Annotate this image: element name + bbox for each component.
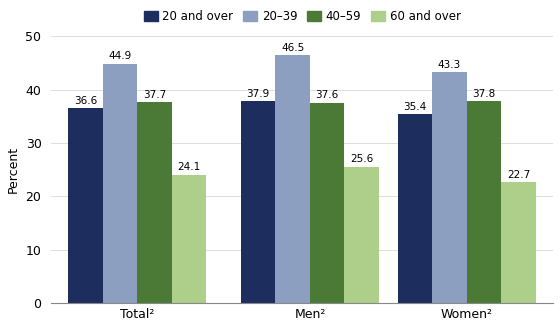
Text: 25.6: 25.6	[350, 154, 374, 164]
Text: 22.7: 22.7	[507, 170, 530, 180]
Text: 36.6: 36.6	[74, 96, 97, 106]
Text: 24.1: 24.1	[178, 162, 201, 173]
Y-axis label: Percent: Percent	[7, 146, 20, 194]
Text: 35.4: 35.4	[403, 102, 427, 112]
Bar	[276, 55, 310, 303]
Text: 37.8: 37.8	[473, 89, 496, 99]
Text: 37.9: 37.9	[246, 89, 270, 99]
Text: 43.3: 43.3	[438, 60, 461, 70]
Bar	[68, 108, 103, 303]
Bar	[241, 101, 276, 303]
Bar	[501, 182, 536, 303]
Bar	[137, 102, 172, 303]
Bar	[103, 64, 137, 303]
Text: 46.5: 46.5	[281, 43, 304, 53]
Text: 44.9: 44.9	[109, 51, 132, 61]
Bar	[398, 114, 432, 303]
Text: 37.7: 37.7	[143, 90, 166, 100]
Legend: 20 and over, 20–39, 40–59, 60 and over: 20 and over, 20–39, 40–59, 60 and over	[139, 5, 465, 28]
Bar	[310, 103, 344, 303]
Text: 37.6: 37.6	[316, 91, 339, 100]
Bar	[432, 72, 467, 303]
Bar	[172, 174, 207, 303]
Bar	[344, 167, 379, 303]
Bar	[467, 101, 501, 303]
